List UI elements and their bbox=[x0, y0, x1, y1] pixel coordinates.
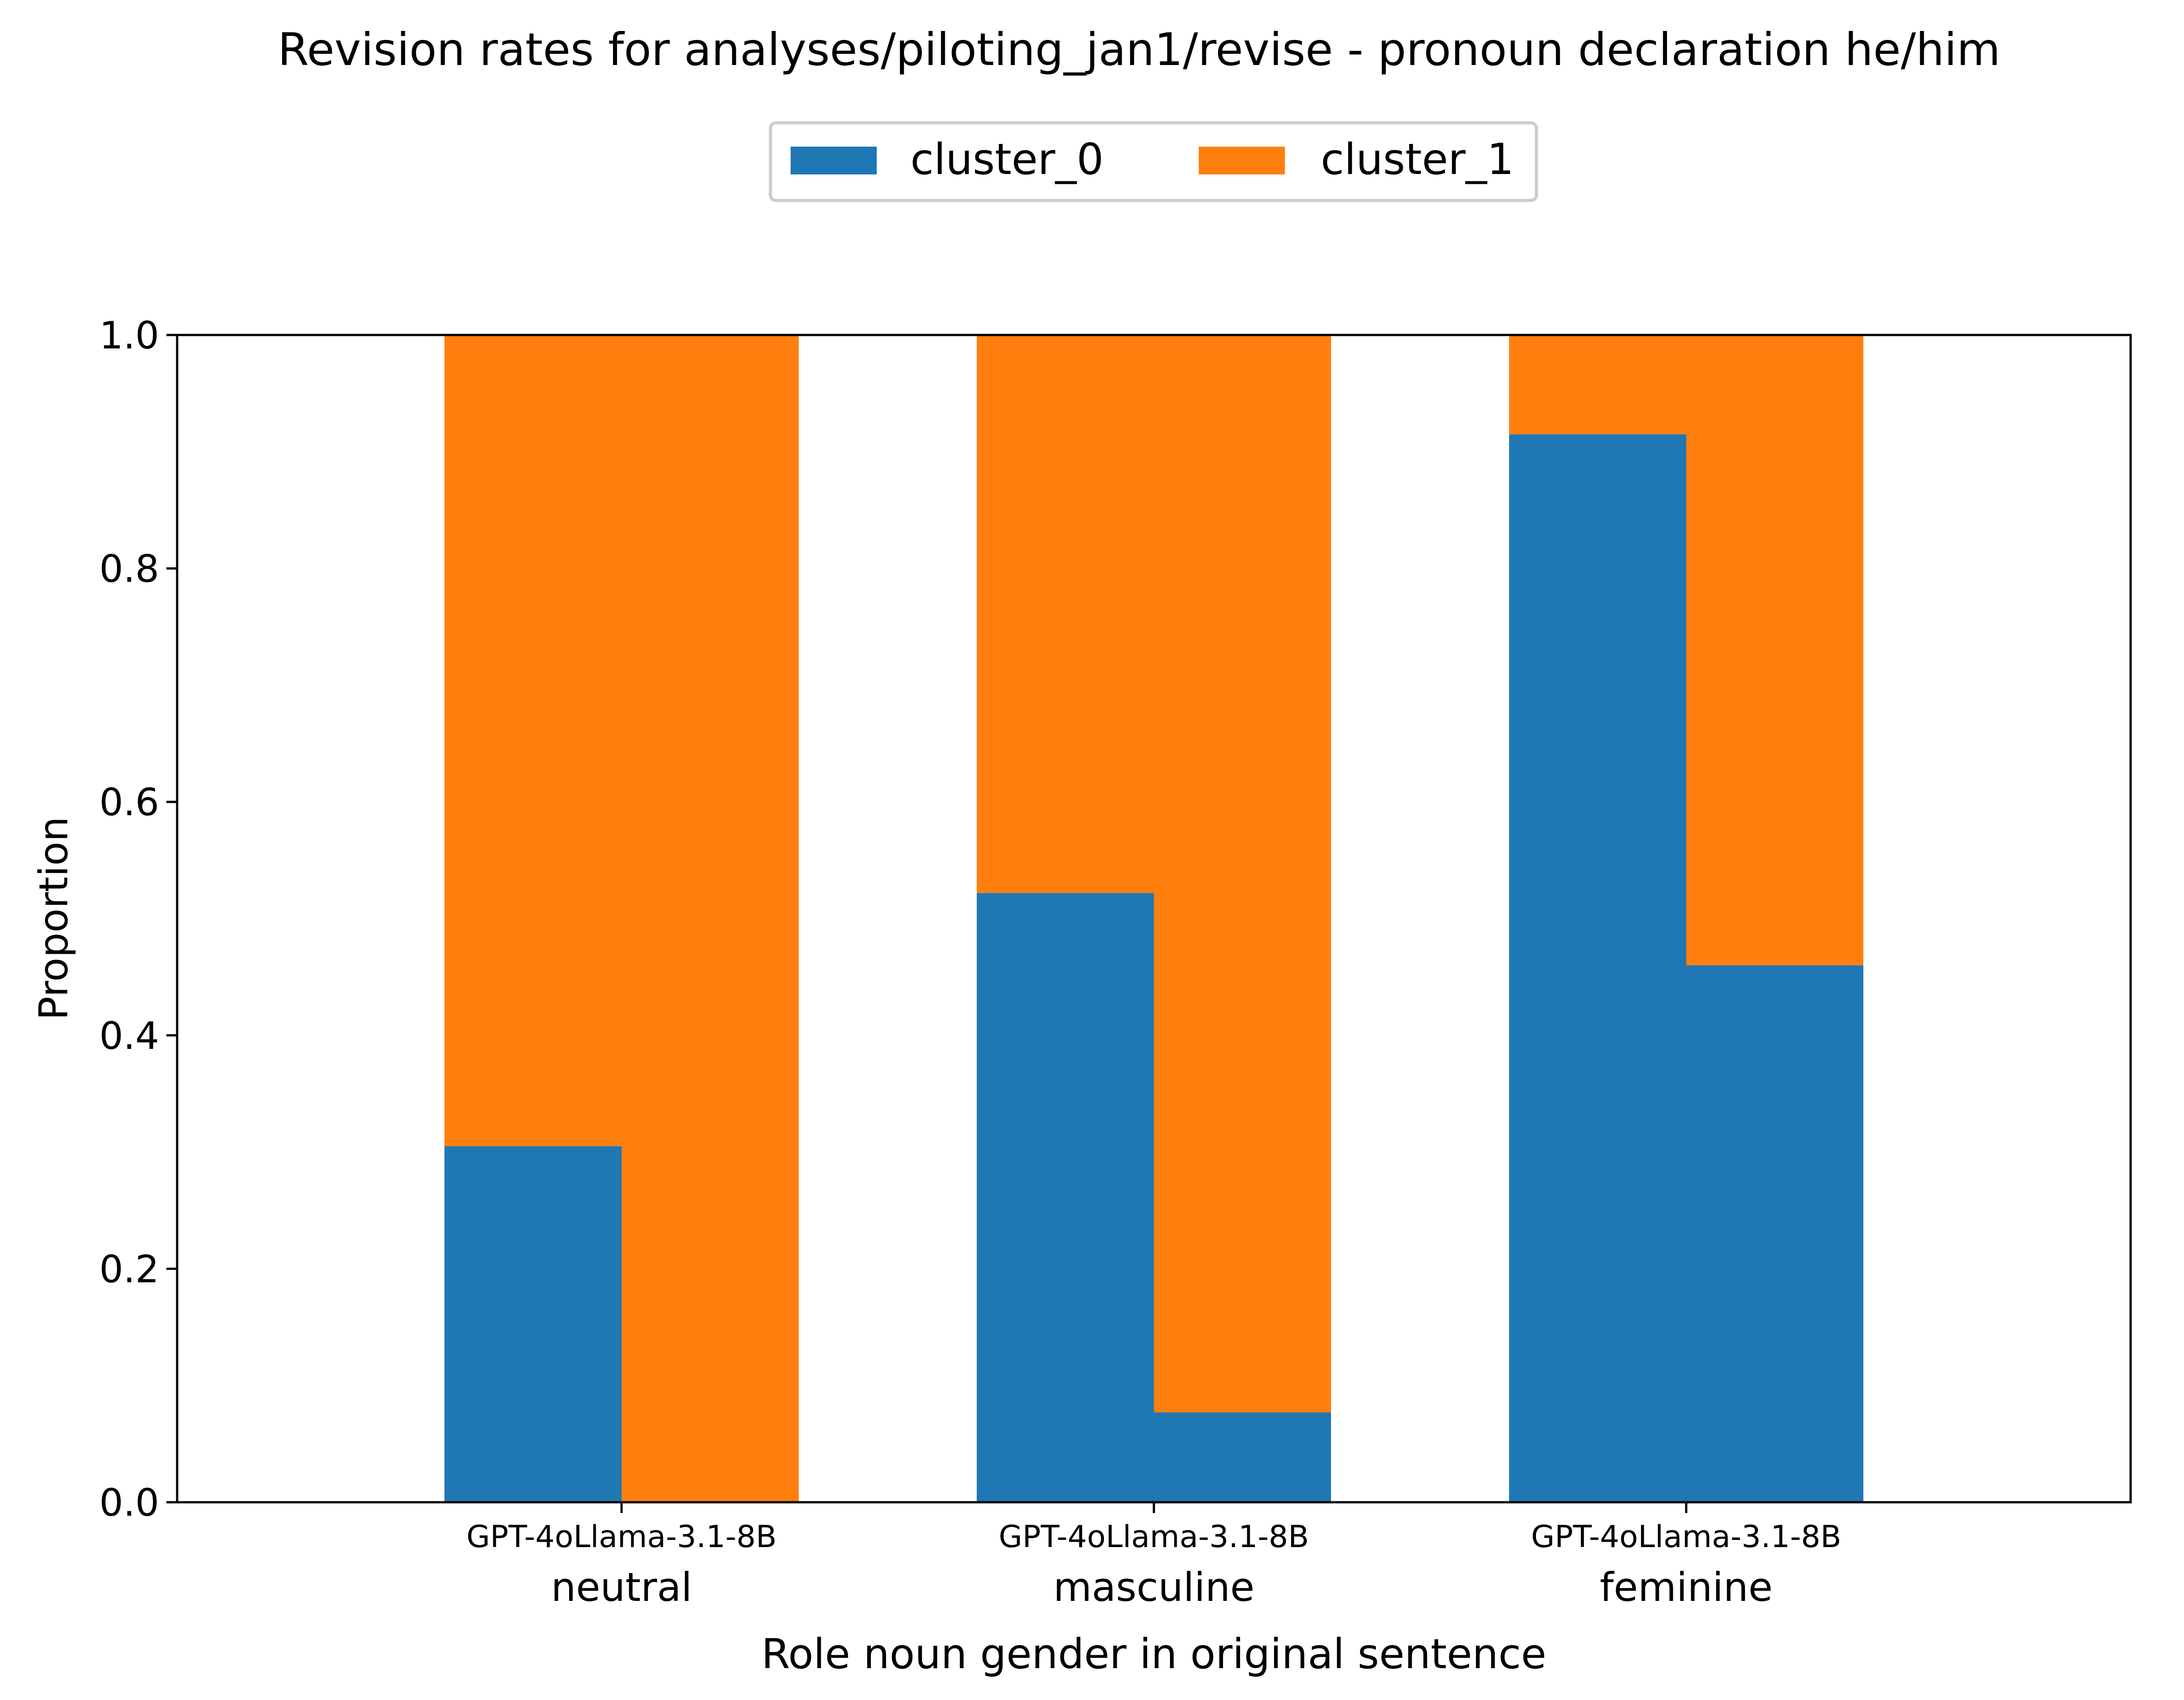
bar-neutral-gpt-4o-cluster-1 bbox=[444, 335, 622, 1147]
y-tick-label: 0.0 bbox=[99, 1481, 159, 1525]
x-tick-label-models: GPT-4oLlama-3.1-8B bbox=[999, 1519, 1309, 1555]
y-axis-label: Proportion bbox=[30, 817, 77, 1020]
legend-swatch-cluster-1 bbox=[1199, 147, 1285, 174]
y-tick-label: 0.2 bbox=[99, 1247, 159, 1291]
y-tick-label: 1.0 bbox=[99, 313, 159, 357]
y-tick-label: 0.4 bbox=[99, 1014, 159, 1058]
x-group-label-feminine: feminine bbox=[1600, 1564, 1772, 1610]
x-tick-label-models: GPT-4oLlama-3.1-8B bbox=[1531, 1519, 1841, 1555]
x-group-label-neutral: neutral bbox=[551, 1564, 692, 1610]
legend-swatch-cluster-0 bbox=[791, 147, 877, 174]
bar-masculine-gpt-4o-cluster-1 bbox=[977, 335, 1154, 893]
bar-neutral-gpt-4o-cluster-0 bbox=[444, 1146, 622, 1502]
legend-label-cluster-1: cluster_1 bbox=[1321, 135, 1514, 184]
bar-neutral-llama-3.1-8b-cluster-1 bbox=[622, 335, 799, 1502]
x-axis: GPT-4oLlama-3.1-8B neutral GPT-4oLlama-3.1… bbox=[466, 1502, 1841, 1610]
legend-label-cluster-0: cluster_0 bbox=[910, 135, 1104, 184]
x-axis-label: Role noun gender in original sentence bbox=[761, 1630, 1547, 1678]
bar-feminine-llama-3.1-8b-cluster-0 bbox=[1686, 965, 1863, 1502]
bar-feminine-gpt-4o-cluster-0 bbox=[1509, 434, 1686, 1503]
x-group-label-masculine: masculine bbox=[1053, 1564, 1254, 1610]
bars-layer bbox=[444, 335, 1863, 1503]
bar-feminine-llama-3.1-8b-cluster-1 bbox=[1686, 335, 1863, 965]
bar-masculine-gpt-4o-cluster-0 bbox=[977, 893, 1154, 1502]
legend: cluster_0 cluster_1 bbox=[769, 121, 1538, 202]
y-axis: 0.0 0.2 0.4 0.6 0.8 1.0 bbox=[99, 313, 177, 1525]
chart-title: Revision rates for analyses/piloting_jan… bbox=[278, 23, 2000, 76]
legend-frame bbox=[769, 121, 1538, 202]
bar-masculine-llama-3.1-8b-cluster-1 bbox=[1154, 335, 1331, 1413]
bar-masculine-llama-3.1-8b-cluster-0 bbox=[1154, 1412, 1331, 1502]
y-tick-label: 0.6 bbox=[99, 780, 159, 824]
y-tick-label: 0.8 bbox=[99, 547, 159, 591]
bar-feminine-gpt-4o-cluster-1 bbox=[1509, 335, 1686, 435]
x-tick-label-models: GPT-4oLlama-3.1-8B bbox=[466, 1519, 777, 1555]
